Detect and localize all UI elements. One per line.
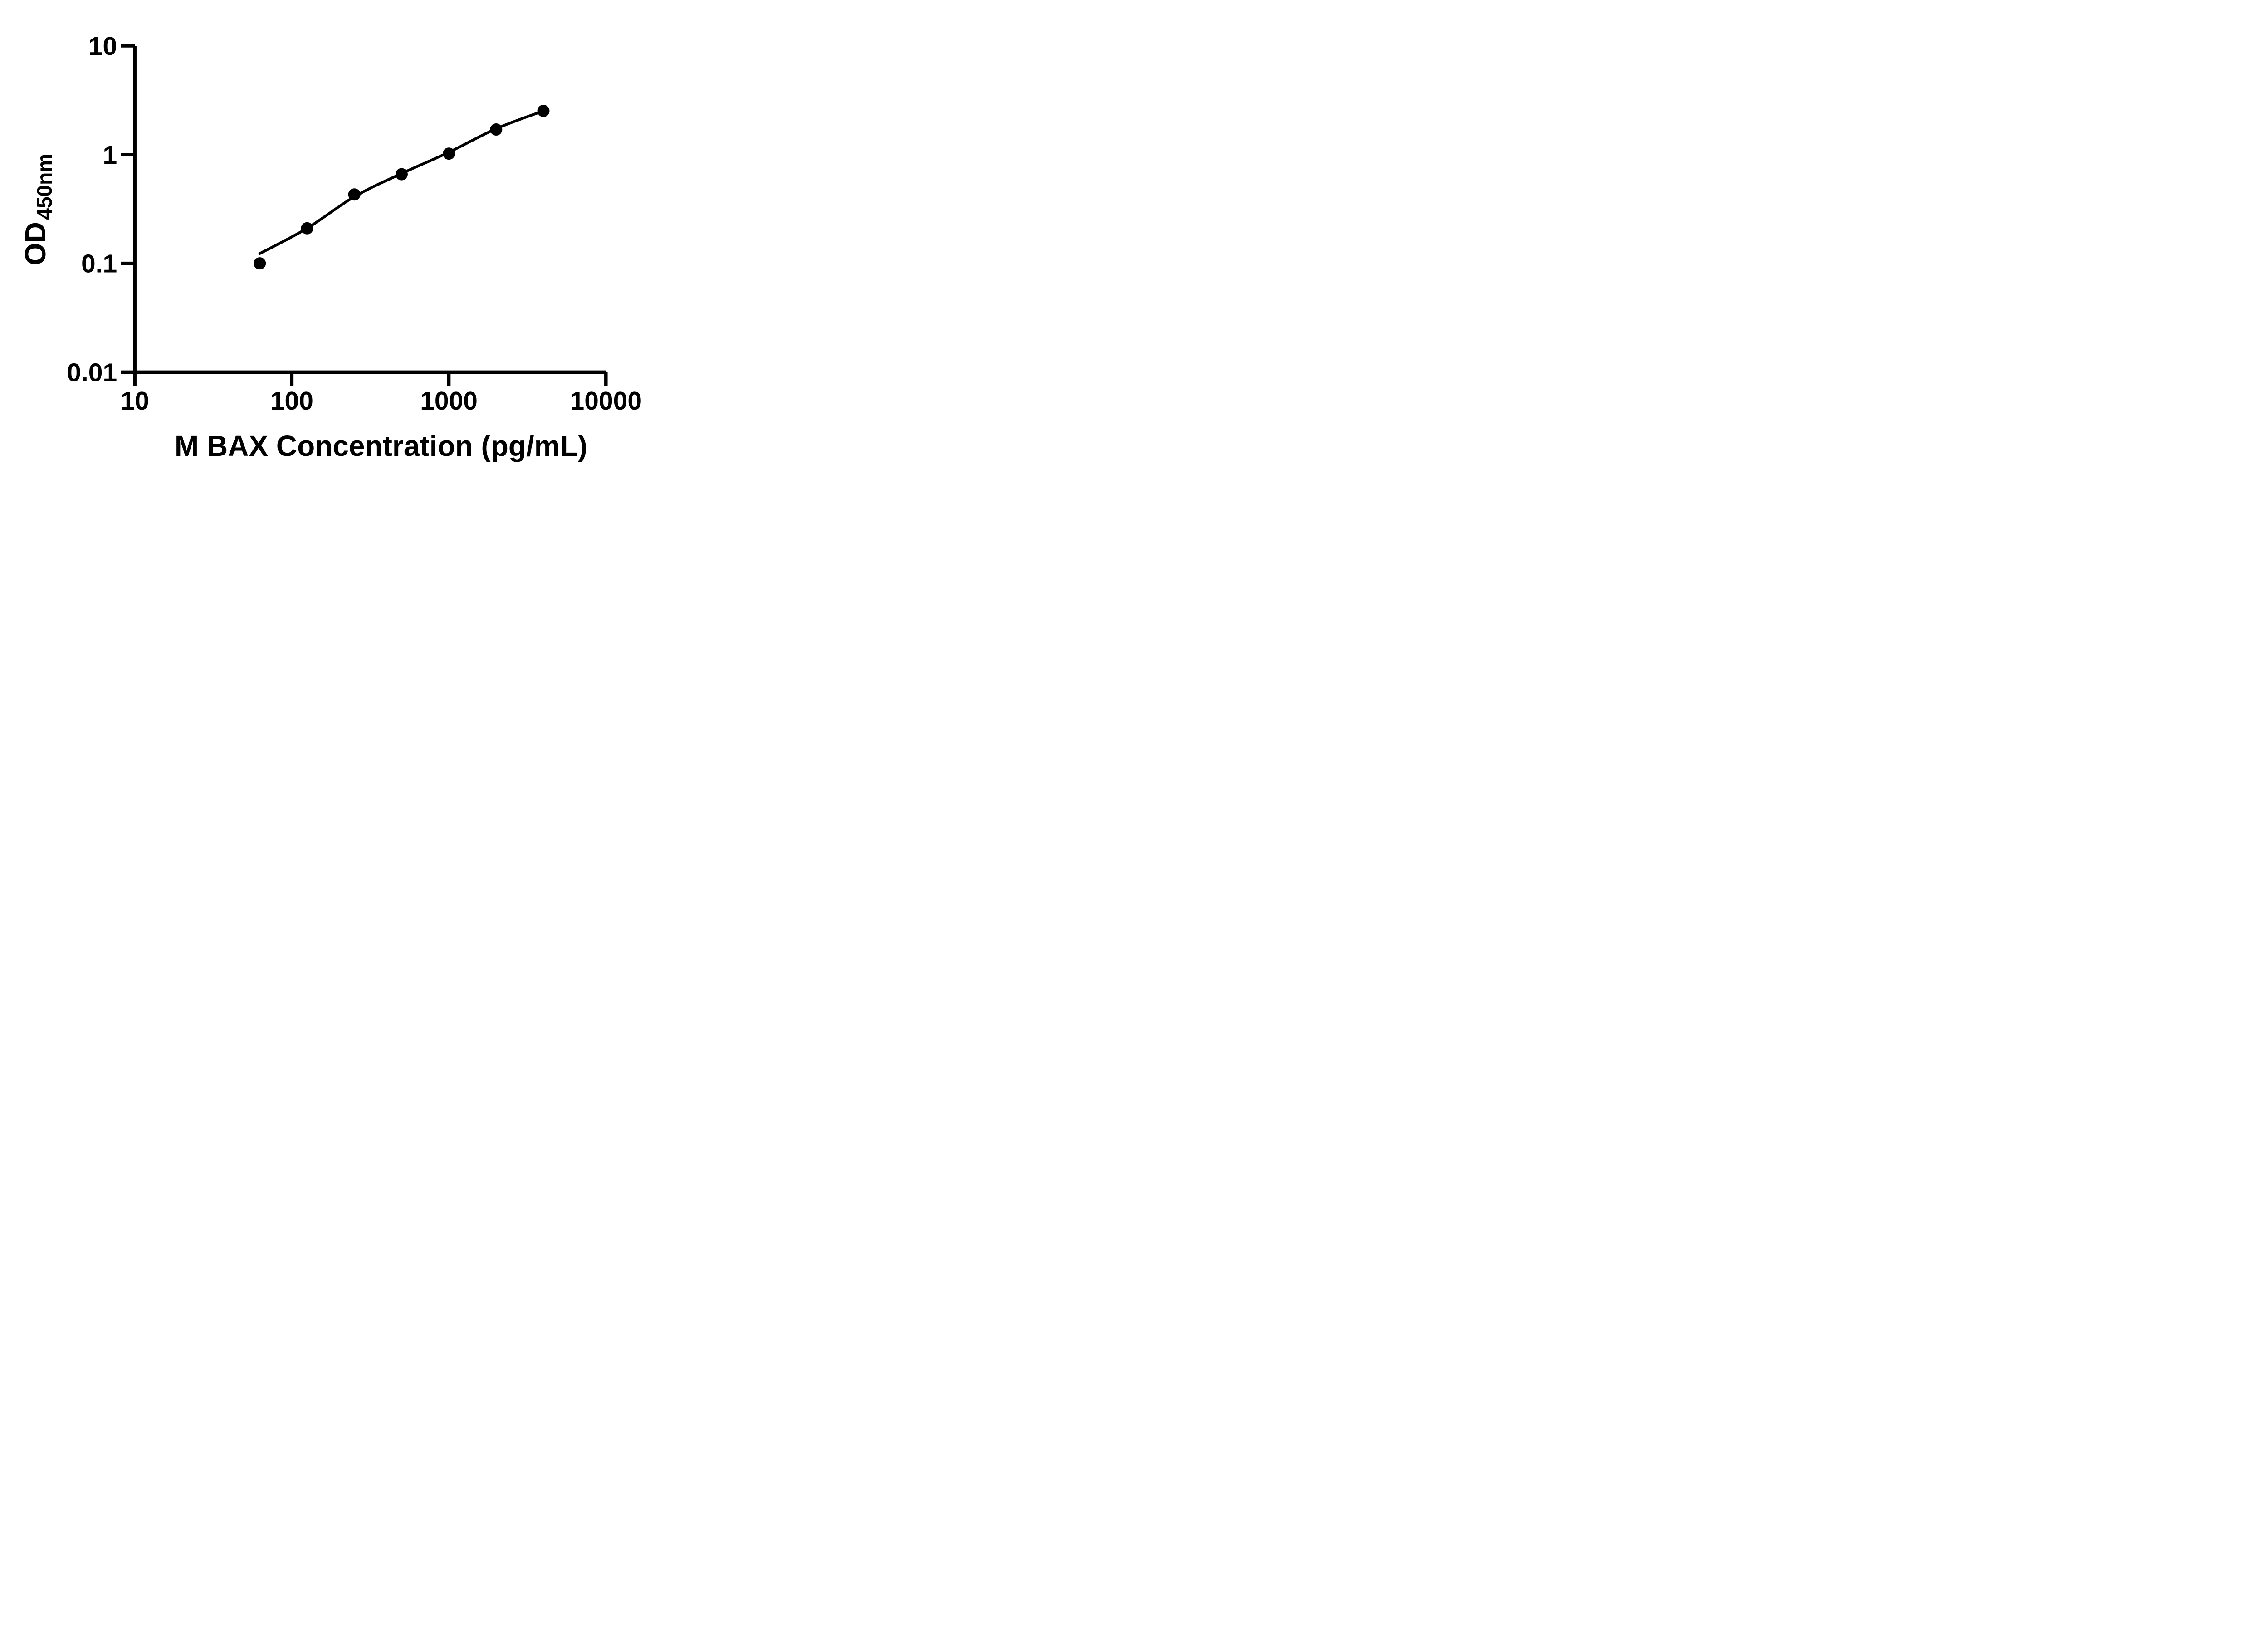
y-axis-title-main: OD	[19, 222, 52, 265]
standard-curve-chart: 10 1 0.1 0.01 10 100 1000 10000 M BAX Concentra…	[0, 0, 699, 490]
axes-frame	[133, 46, 606, 374]
y-tick-label: 10	[88, 32, 117, 61]
data-point	[443, 147, 455, 160]
y-tick-label: 0.01	[67, 358, 117, 387]
y-axis-title: OD 450nm	[19, 154, 56, 265]
data-point	[395, 168, 408, 181]
y-tick-label: 1	[103, 141, 117, 170]
y-tick-label: 0.1	[81, 249, 117, 279]
x-axis-title: M BAX Concentration (pg/mL)	[175, 430, 587, 462]
y-axis-title-subscript: 450nm	[33, 154, 56, 220]
data-point	[490, 123, 503, 136]
data-point	[348, 188, 361, 201]
data-point	[254, 257, 266, 270]
data-point	[537, 105, 550, 117]
data-point	[301, 222, 313, 235]
x-tick-label: 100	[270, 386, 313, 416]
x-tick-label: 10	[120, 386, 149, 416]
x-tick-label: 10000	[570, 386, 642, 416]
x-tick-label: 1000	[420, 386, 478, 416]
